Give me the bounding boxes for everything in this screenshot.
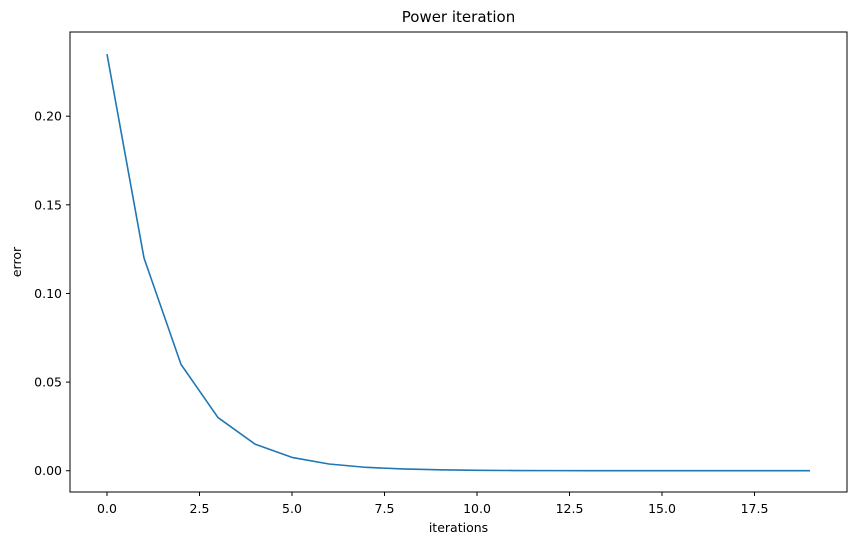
x-axis-ticks: 0.0 2.5 5.0 7.5 10.0 12.5 15.0 17.5 — [97, 492, 768, 516]
plot-frame — [69, 31, 848, 493]
y-tick-label: 0.10 — [34, 286, 62, 301]
x-tick-label: 12.5 — [556, 501, 584, 516]
y-tick-label: 0.20 — [34, 109, 62, 124]
y-tick-label: 0.00 — [34, 463, 62, 478]
x-tick-label: 15.0 — [648, 501, 676, 516]
x-tick-label: 2.5 — [190, 501, 210, 516]
series-layer — [106, 54, 810, 472]
y-tick-label: 0.15 — [34, 197, 62, 212]
y-axis-label: error — [9, 246, 24, 277]
series-line — [106, 54, 810, 472]
x-tick-label: 0.0 — [97, 501, 117, 516]
x-axis-label: iterations — [429, 520, 488, 535]
y-axis-ticks: 0.00 0.05 0.10 0.15 0.20 — [34, 109, 70, 478]
chart-title: Power iteration — [402, 8, 516, 26]
y-tick-label: 0.05 — [34, 375, 62, 390]
x-tick-label: 5.0 — [282, 501, 302, 516]
x-tick-label: 10.0 — [463, 501, 491, 516]
x-tick-label: 7.5 — [375, 501, 395, 516]
x-tick-label: 17.5 — [741, 501, 769, 516]
